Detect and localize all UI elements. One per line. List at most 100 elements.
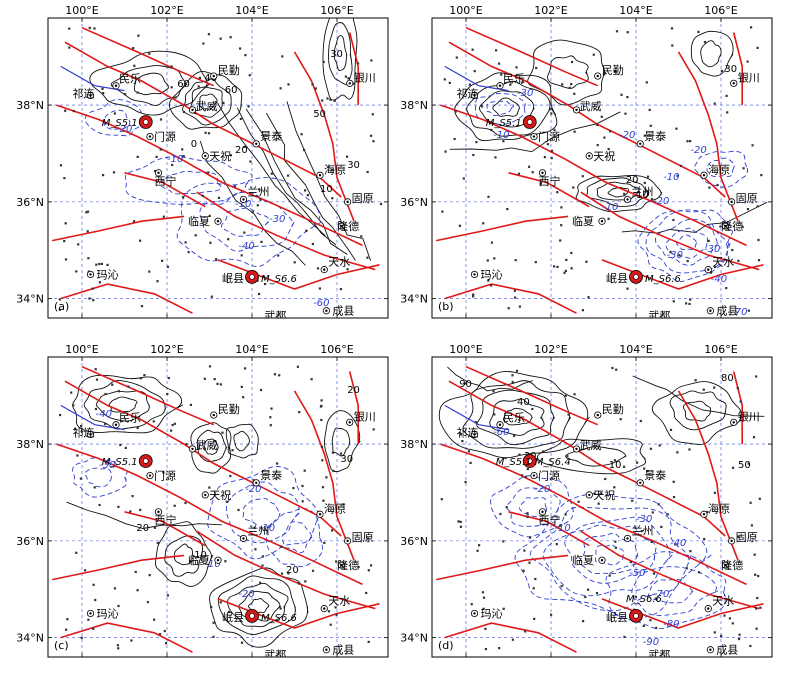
lon-tick-label: 102°E	[150, 4, 183, 17]
contour-label: -30	[667, 250, 683, 261]
city-marker-dot	[639, 142, 642, 146]
contour-negative	[655, 218, 719, 266]
station-dot	[600, 115, 603, 118]
station-dot	[459, 525, 462, 528]
station-dot	[629, 561, 632, 564]
station-dot	[573, 130, 576, 133]
station-dot	[553, 128, 556, 131]
station-dot	[87, 618, 90, 621]
city-marker-dot	[596, 74, 599, 78]
station-dot	[184, 241, 187, 244]
station-dot	[173, 422, 176, 425]
station-dot	[239, 47, 242, 50]
city-label-menyuan: 门源	[538, 469, 560, 483]
station-dot	[464, 480, 467, 484]
station-dot	[526, 512, 529, 515]
station-dot	[550, 613, 553, 616]
contour-positive	[227, 582, 289, 628]
station-dot	[366, 537, 369, 540]
station-dot	[244, 54, 247, 57]
contour-label: -30	[704, 244, 720, 255]
city-marker-dot	[242, 537, 245, 540]
station-dot	[511, 374, 514, 377]
city-label-qilian: 祁连	[457, 86, 479, 100]
contour-label: 10	[320, 184, 333, 195]
contour-label: -20	[534, 484, 550, 495]
station-dot	[506, 208, 509, 211]
station-dot	[197, 556, 200, 559]
city-marker-dot	[600, 220, 604, 223]
contour-positive	[248, 598, 270, 614]
station-dot	[509, 83, 512, 86]
station-dot	[197, 85, 200, 88]
city-marker-dot	[707, 268, 710, 271]
station-dot	[453, 137, 456, 141]
station-dot	[182, 110, 186, 114]
station-dot	[587, 296, 590, 299]
station-dot	[756, 205, 759, 208]
station-dot	[513, 289, 516, 292]
station-dot	[240, 385, 243, 388]
station-dot	[258, 292, 261, 296]
station-dot	[367, 569, 370, 572]
city-label-menyuan: 门源	[154, 130, 176, 144]
station-dot	[136, 589, 139, 592]
station-dot	[666, 513, 669, 516]
city-marker-dot	[255, 142, 258, 146]
city-marker-dot	[541, 510, 544, 514]
station-dot	[572, 186, 575, 189]
station-dot	[248, 74, 251, 77]
city-marker-dot	[216, 559, 220, 562]
city-marker-dot	[340, 563, 343, 567]
station-dot	[252, 479, 255, 482]
station-dot	[166, 265, 169, 268]
station-dot	[600, 492, 603, 495]
station-dot	[92, 583, 95, 586]
station-dot	[467, 450, 470, 453]
station-dot	[608, 574, 611, 577]
station-dot	[259, 198, 262, 201]
city-label-tianshui: 天水	[712, 595, 734, 608]
contour-positive	[333, 35, 348, 72]
station-dot	[346, 268, 349, 271]
station-dot	[643, 467, 646, 470]
station-dot	[550, 149, 554, 152]
station-dot	[739, 400, 742, 403]
station-dot	[85, 211, 88, 214]
station-dot	[70, 391, 73, 394]
station-dot	[156, 541, 159, 545]
contour-positive	[466, 80, 552, 137]
fault-line	[60, 622, 193, 653]
station-dot	[371, 113, 374, 116]
station-dot	[159, 148, 162, 151]
contour-label: 30	[330, 49, 343, 60]
station-dot	[646, 469, 649, 473]
station-dot	[564, 513, 567, 516]
city-marker-dot	[473, 433, 476, 436]
station-dot	[754, 573, 757, 576]
station-dot	[287, 174, 290, 177]
lat-tick-label: 38°N	[16, 438, 44, 451]
station-dot	[505, 506, 508, 509]
contour-negative	[176, 177, 322, 267]
station-dot	[95, 378, 99, 381]
station-dot	[518, 453, 521, 456]
panel-frame	[47, 356, 389, 658]
station-dot	[204, 131, 207, 134]
station-dot	[634, 595, 637, 598]
station-dot	[528, 561, 531, 564]
city-marker-dot	[532, 135, 536, 138]
station-dot	[155, 155, 158, 158]
station-dot	[117, 390, 120, 393]
station-dot	[335, 560, 338, 563]
station-dot	[649, 619, 652, 622]
city-marker-dot	[348, 82, 351, 85]
station-dot	[757, 238, 760, 242]
station-dot	[472, 295, 475, 298]
city-label-maqin: 玛沁	[97, 607, 119, 620]
station-dot	[533, 617, 536, 620]
city-marker-dot	[473, 94, 476, 97]
station-dot	[207, 171, 210, 174]
city-marker-dot	[532, 474, 536, 477]
station-dot	[261, 564, 264, 567]
